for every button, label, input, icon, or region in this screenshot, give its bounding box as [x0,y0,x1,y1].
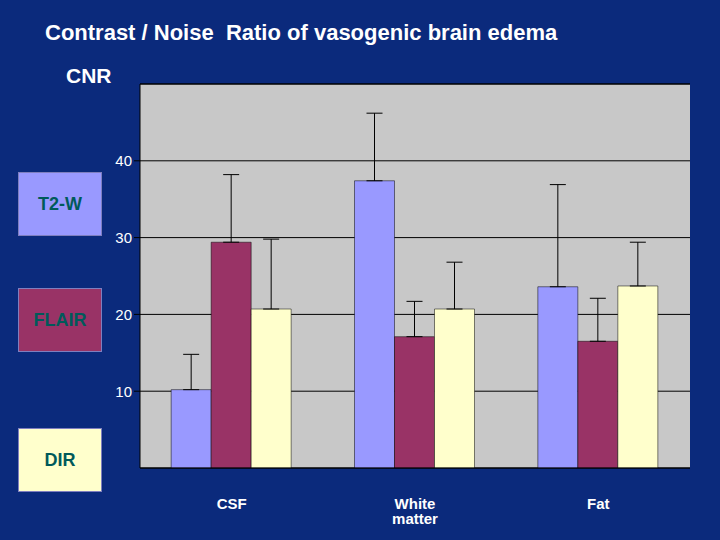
svg-text:Whitematter: Whitematter [392,495,438,527]
html-text:DIR: DIR [44,449,76,470]
svg-text:10: 10 [115,383,132,400]
svg-text:CSF: CSF [217,495,247,512]
html-text:FLAIR: FLAIR [33,309,87,330]
html-text:CNR: CNR [66,64,112,87]
html-text:T2-W: T2-W [38,193,82,214]
svg-text:20: 20 [115,306,132,323]
svg-text:Fat: Fat [587,495,610,512]
svg-text:30: 30 [115,229,132,246]
svg-text:40: 40 [115,152,132,169]
html-text:Contrast / Noise Ratio of vaso: Contrast / Noise Ratio of vasogenic brai… [45,20,558,45]
